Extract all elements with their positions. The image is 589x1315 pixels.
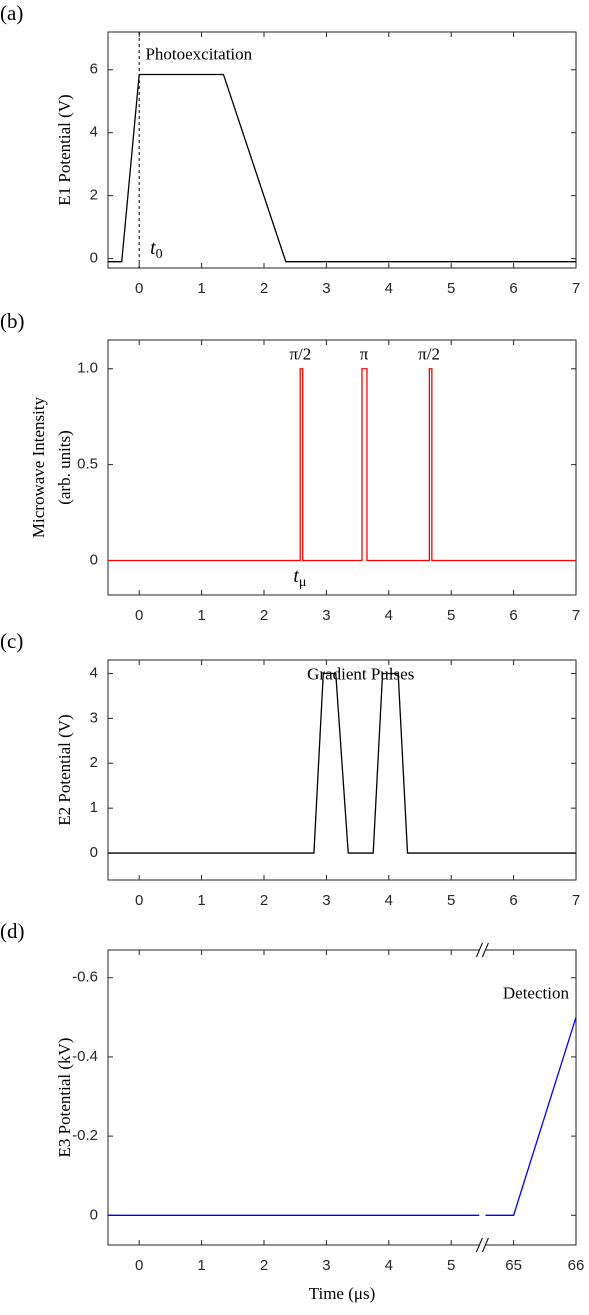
x-tick-label: 1 bbox=[197, 607, 205, 624]
data-line bbox=[108, 672, 576, 854]
y-tick-label: -0.2 bbox=[72, 1127, 98, 1144]
x-tick-label: 2 bbox=[260, 280, 268, 297]
y-tick-label: 2 bbox=[90, 754, 98, 771]
plot-box bbox=[107, 31, 577, 269]
y-tick-label: 0 bbox=[90, 551, 98, 568]
x-tick-label: 65 bbox=[505, 1257, 522, 1274]
axis-break-mark bbox=[481, 1237, 489, 1253]
annotation-text: t bbox=[150, 237, 156, 259]
annotation: π/2 bbox=[289, 344, 311, 363]
annotation: tμ bbox=[293, 565, 306, 591]
axis-break-mark bbox=[475, 942, 483, 958]
annotation: π bbox=[360, 344, 369, 363]
x-tick-label: 3 bbox=[322, 607, 330, 624]
y-tick-label: 6 bbox=[90, 61, 98, 78]
annotation-subscript: μ bbox=[299, 575, 307, 590]
annotation-text: t bbox=[293, 565, 299, 587]
panel-label: (d) bbox=[0, 919, 25, 943]
x-tick-label: 6 bbox=[509, 892, 517, 909]
y-tick-label: 4 bbox=[90, 124, 98, 141]
axis-break-mark bbox=[475, 1237, 483, 1253]
y-axis-label: E2 Potential (V) bbox=[55, 714, 74, 825]
axis-break-gap bbox=[479, 1237, 486, 1253]
annotation: t0 bbox=[150, 237, 163, 263]
plot-box bbox=[107, 339, 577, 596]
annotation-subscript: 0 bbox=[156, 247, 163, 262]
x-axis-label: Time (μs) bbox=[309, 1284, 376, 1303]
x-tick-label: 5 bbox=[447, 280, 455, 297]
x-tick-label: 0 bbox=[135, 607, 143, 624]
annotation-text: π/2 bbox=[289, 344, 311, 363]
y-tick-label: -0.6 bbox=[72, 969, 98, 986]
annotation-text: Gradient Pulses bbox=[307, 664, 414, 683]
y-axis-label: E3 Potential (kV) bbox=[55, 1038, 74, 1158]
plot-box bbox=[107, 949, 577, 1246]
x-tick-label: 4 bbox=[385, 1257, 393, 1274]
x-tick-label: 1 bbox=[197, 1257, 205, 1274]
axis-break-gap bbox=[479, 942, 486, 958]
x-tick-label: 1 bbox=[197, 892, 205, 909]
annotation: π/2 bbox=[418, 344, 440, 363]
y-axis-label: E1 Potential (V) bbox=[55, 94, 74, 205]
x-tick-label: 4 bbox=[385, 280, 393, 297]
x-tick-label: 3 bbox=[322, 1257, 330, 1274]
x-tick-label: 0 bbox=[135, 1257, 143, 1274]
x-tick-label: 1 bbox=[197, 280, 205, 297]
x-tick-label: 5 bbox=[447, 892, 455, 909]
x-tick-label: 0 bbox=[135, 280, 143, 297]
x-tick-label: 4 bbox=[385, 892, 393, 909]
data-line bbox=[485, 1017, 577, 1216]
y-axis-label: (arb. units) bbox=[55, 430, 74, 505]
y-axis-label: Microwave Intensity bbox=[29, 396, 48, 538]
y-tick-label: 1 bbox=[90, 799, 98, 816]
x-tick-label: 6 bbox=[509, 607, 517, 624]
x-tick-label: 2 bbox=[260, 607, 268, 624]
y-tick-label: -0.4 bbox=[72, 1048, 98, 1065]
x-tick-label: 3 bbox=[322, 280, 330, 297]
x-tick-label: 5 bbox=[447, 1257, 455, 1274]
axis-break-mark bbox=[481, 942, 489, 958]
x-tick-label: 66 bbox=[568, 1257, 585, 1274]
x-tick-label: 7 bbox=[572, 892, 580, 909]
x-tick-label: 4 bbox=[385, 607, 393, 624]
annotation-text: π bbox=[360, 344, 369, 363]
annotation-text: Detection bbox=[503, 983, 570, 1002]
annotation: Photoexcitation bbox=[145, 45, 252, 64]
x-tick-label: 2 bbox=[260, 1257, 268, 1274]
x-tick-label: 7 bbox=[572, 280, 580, 297]
x-tick-label: 0 bbox=[135, 892, 143, 909]
y-tick-label: 0.5 bbox=[77, 456, 98, 473]
y-tick-label: 0 bbox=[90, 250, 98, 267]
y-tick-label: 0 bbox=[90, 1206, 98, 1223]
data-line bbox=[108, 368, 576, 562]
y-tick-label: 1.0 bbox=[77, 360, 98, 377]
y-tick-label: 3 bbox=[90, 709, 98, 726]
x-tick-label: 5 bbox=[447, 607, 455, 624]
y-tick-label: 0 bbox=[90, 844, 98, 861]
panel-label: (a) bbox=[0, 1, 23, 25]
x-tick-label: 7 bbox=[572, 607, 580, 624]
y-tick-label: 2 bbox=[90, 187, 98, 204]
panel-label: (b) bbox=[0, 309, 25, 333]
annotation-text: π/2 bbox=[418, 344, 440, 363]
x-tick-label: 6 bbox=[509, 280, 517, 297]
y-tick-label: 4 bbox=[90, 664, 98, 681]
annotation: Gradient Pulses bbox=[307, 664, 414, 683]
x-tick-label: 2 bbox=[260, 892, 268, 909]
annotation-text: Photoexcitation bbox=[145, 45, 252, 64]
panel-label: (c) bbox=[0, 629, 23, 653]
x-tick-label: 3 bbox=[322, 892, 330, 909]
plot-box bbox=[107, 659, 577, 881]
data-line bbox=[108, 73, 576, 263]
annotation: Detection bbox=[503, 983, 570, 1002]
